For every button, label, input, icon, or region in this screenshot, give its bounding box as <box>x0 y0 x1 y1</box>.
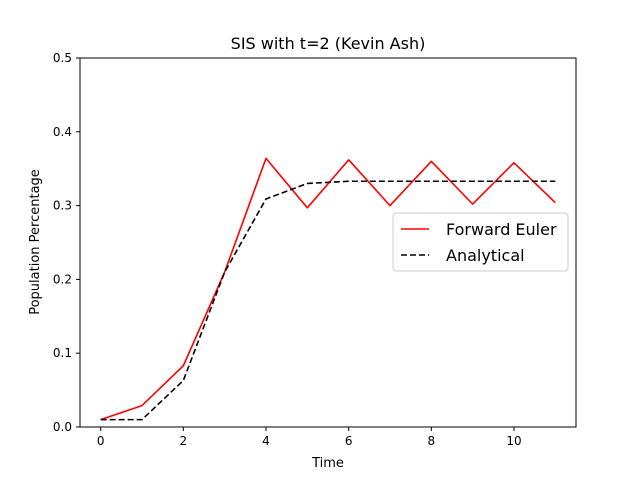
y-tick-label-2: 0.2 <box>53 272 72 286</box>
y-tick-label-5: 0.5 <box>53 51 72 65</box>
x-tick-label-3: 6 <box>345 434 353 448</box>
x-tick-label-5: 10 <box>506 434 521 448</box>
chart-title: SIS with t=2 (Kevin Ash) <box>231 34 426 53</box>
y-axis-label: Population Percentage <box>28 169 43 315</box>
series-line-forward-euler <box>100 157 556 421</box>
x-axis-label: Time <box>311 456 344 471</box>
legend-label-1: Analytical <box>446 246 525 265</box>
x-tick-label-4: 8 <box>428 434 436 448</box>
y-tick-label-1: 0.1 <box>53 346 72 360</box>
legend-box <box>392 212 569 272</box>
x-tick-label-0: 0 <box>97 434 105 448</box>
y-tick-label-3: 0.3 <box>53 199 72 213</box>
y-tick-label-4: 0.4 <box>53 125 72 139</box>
plot-frame <box>79 57 577 428</box>
axis-ticks: 0 2 4 6 8 10 0.0 0.1 0.2 0.3 0.4 0.5 <box>53 51 522 448</box>
y-tick-label-0: 0.0 <box>53 420 72 434</box>
x-tick-label-1: 2 <box>180 434 188 448</box>
series-line-analytical <box>100 180 556 421</box>
legend-label-0: Forward Euler <box>446 220 557 239</box>
x-tick-label-2: 4 <box>262 434 270 448</box>
series-layer <box>100 157 556 421</box>
legend: Forward Euler Analytical <box>392 212 569 272</box>
